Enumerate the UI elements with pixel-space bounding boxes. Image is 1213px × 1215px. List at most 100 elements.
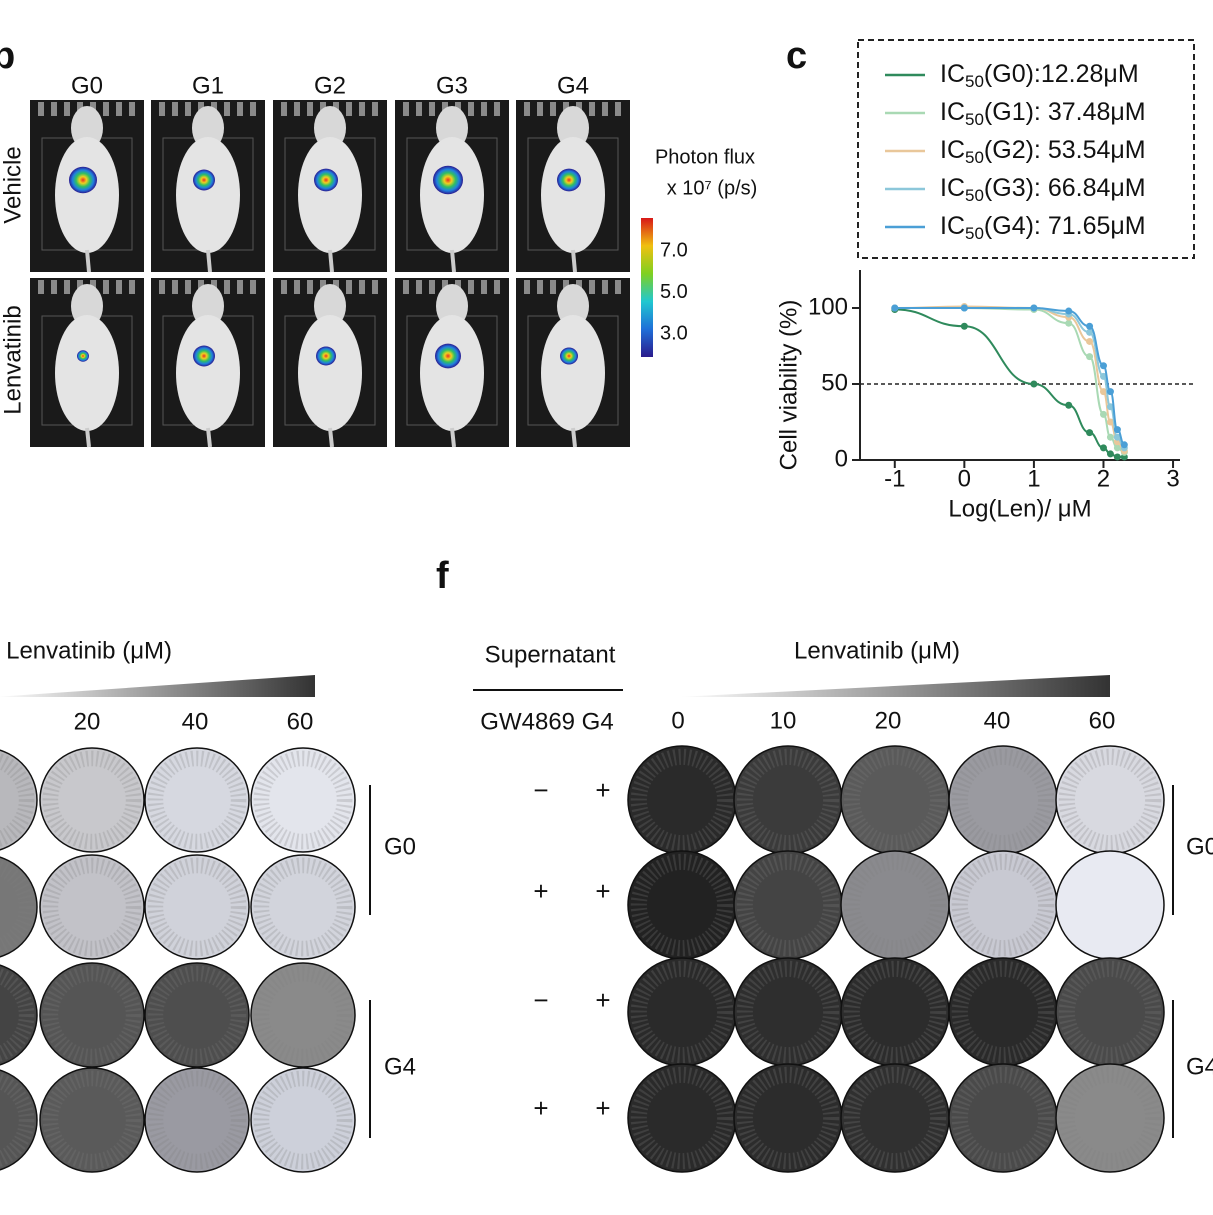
mouse-tail [450,427,456,448]
image-grid [346,102,352,116]
image-grid [51,280,57,294]
data-point [891,304,899,312]
plate-texture [0,967,35,1063]
data-point [1099,444,1107,452]
legend-box [857,39,1195,259]
x-tick-label: 3 [1166,465,1179,492]
plate [144,962,250,1068]
data-point [960,304,968,312]
image-grid [537,280,543,294]
treatment-sign: + [595,775,610,805]
plate-texture [42,750,142,850]
column-label: G2 [314,72,346,99]
plate-texture [253,965,353,1065]
data-point [1065,307,1073,315]
plate [144,747,250,853]
image-grid [589,102,595,116]
signal [193,345,215,367]
image-grid [372,102,378,116]
data-point [1120,441,1128,449]
y-tick-label: 0 [835,445,848,472]
image-grid [307,102,313,116]
signal [316,346,336,366]
treatment-sign: + [533,1093,548,1123]
mouse-tail [450,249,456,273]
mouse-body [420,137,484,253]
column-label: 0 [671,707,684,734]
y-tick-label: 100 [808,293,848,320]
image-grid [250,102,256,116]
treatment-sign: + [595,985,610,1015]
image-grid [416,280,422,294]
data-point [1086,328,1094,336]
group-label: G0 [384,833,416,860]
plate-texture [147,1070,247,1170]
plate-texture [0,859,35,955]
plate-texture [42,857,142,957]
data-point [960,322,968,330]
signal [557,168,581,192]
plate-texture [147,750,247,850]
image-grid [429,102,435,116]
legend-label: IC50(G3): 66.84μM [940,174,1146,206]
image-grid [550,102,556,116]
image-grid [224,280,230,294]
plate [1055,850,1165,960]
image-grid [129,102,135,116]
mouse-body [55,315,119,431]
column-label: G0 [71,72,103,99]
data-point [1113,444,1121,452]
mouse-body [541,137,605,253]
colorbar-tick: 7.0 [660,239,688,261]
mouse-body [420,315,484,431]
treatment-sign: + [595,1093,610,1123]
plate-texture [951,1066,1055,1170]
plate-texture [951,748,1055,852]
panel-label: b [0,35,15,77]
plate-texture [253,750,353,850]
group-label: G4 [1186,1053,1213,1080]
image-grid [116,102,122,116]
plate [39,1067,145,1173]
image-grid [294,280,300,294]
image-grid [64,102,70,116]
mouse-tail [571,427,577,448]
data-point [1113,433,1121,441]
plate [39,962,145,1068]
image-grid [38,280,44,294]
plate-texture [951,960,1055,1064]
plate-texture [843,960,947,1064]
heading: Lenvatinib (μM) [794,637,960,664]
column-label: G1 [192,72,224,99]
image-grid [38,102,44,116]
data-point [1099,372,1107,380]
image-grid [359,280,365,294]
x-tick-label: -1 [884,465,905,492]
plate-texture [736,960,840,1064]
plate-texture [0,1072,35,1168]
plate-texture [1058,748,1162,852]
image-grid [172,280,178,294]
data-point [1099,388,1107,396]
mouse-tail [206,249,212,273]
image-grid [416,102,422,116]
image-grid [224,102,230,116]
data-point [1106,388,1114,396]
image-grid [615,102,621,116]
data-point [1086,429,1094,437]
x-axis-label: Log(Len)/ μM [948,495,1091,522]
plate-texture [736,748,840,852]
panel-label: c [786,35,807,77]
plate-texture [630,853,734,957]
signal [69,166,97,194]
plate [250,747,356,853]
data-point [1099,362,1107,370]
signal [435,343,461,369]
signal [560,347,578,365]
image-grid [281,280,287,294]
image-grid [602,102,608,116]
treatment-sign: − [533,775,548,805]
data-point [1113,426,1121,434]
image-grid [116,280,122,294]
mouse-tail [85,249,91,273]
